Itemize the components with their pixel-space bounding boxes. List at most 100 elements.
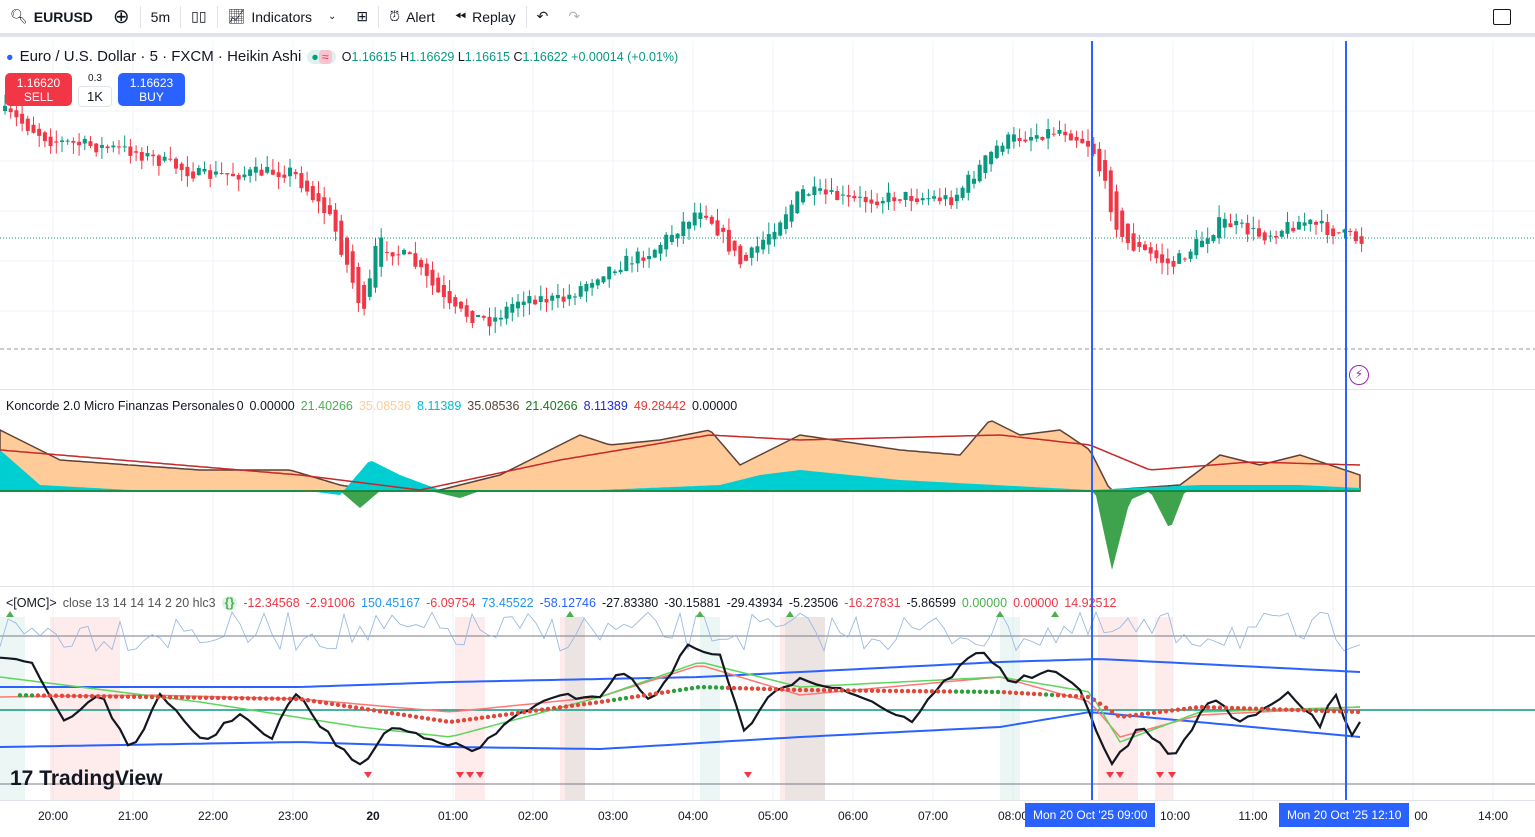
koncorde-legend: Koncorde 2.0 Micro Finanzas Personales 0 …: [6, 399, 737, 413]
omc-dot: [521, 709, 527, 715]
candle: [1051, 133, 1056, 135]
fullscreen-button[interactable]: [1483, 0, 1521, 35]
omc-dot: [545, 706, 551, 712]
indicator-value: -12.34568: [243, 596, 300, 610]
sell-button[interactable]: 1.16620 SELL: [5, 73, 72, 106]
candle: [270, 169, 275, 175]
candle: [1342, 229, 1347, 233]
omc-dot: [1337, 709, 1343, 714]
omc-dot: [671, 688, 677, 694]
omc-dot: [1247, 706, 1253, 711]
market-status-badge[interactable]: ● ≈: [307, 49, 336, 64]
candle: [441, 284, 446, 298]
lightning-icon[interactable]: ⚡︎: [1349, 365, 1369, 385]
omc-dot: [887, 688, 893, 694]
omc-dot: [581, 701, 587, 707]
omc-dot: [71, 693, 77, 699]
price-pane[interactable]: ● Euro / U.S. Dollar · 5 · FXCM · Heikin…: [0, 41, 1535, 388]
omc-pane[interactable]: <[OMC]> close 13 14 14 14 2 20 hlc3 {} -1…: [0, 586, 1535, 801]
candle: [424, 263, 429, 276]
candle: [516, 301, 520, 309]
omc-dot: [197, 695, 203, 700]
trade-panel: 1.16620 SELL 0.3 1K 1.16623 BUY: [5, 73, 185, 107]
candle: [664, 234, 669, 250]
candle: [618, 269, 623, 273]
source-code-icon[interactable]: {}: [221, 596, 238, 610]
candle: [726, 229, 731, 252]
undo-button[interactable]: ↶: [527, 0, 559, 35]
omc-dot: [1211, 705, 1217, 710]
candle: [151, 154, 156, 157]
omc-dot: [899, 688, 905, 694]
candle: [242, 174, 247, 178]
koncorde-signal-line: [0, 434, 1361, 491]
omc-dot: [491, 713, 497, 719]
omc-dot: [713, 685, 719, 690]
chevron-down-icon: ⌄: [328, 11, 337, 22]
replay-button[interactable]: ⏪︎ Replay: [454, 8, 516, 25]
time-axis[interactable]: 14:00 00 11:00 10:00 08:00 07:00 06:00 05:00 04:…: [0, 800, 1535, 830]
omc-dot: [125, 694, 131, 699]
omc-dot: [1265, 706, 1271, 712]
candle: [949, 197, 954, 206]
omc-dot: [677, 687, 683, 693]
interval-button[interactable]: 5m: [150, 8, 171, 25]
candle: [276, 172, 281, 178]
omc-dot: [1049, 692, 1055, 698]
candle: [407, 252, 412, 255]
candle: [219, 173, 224, 175]
candle: [994, 145, 999, 159]
candlestick-chart[interactable]: [0, 41, 1535, 388]
omc-dot: [239, 696, 245, 701]
candle: [789, 204, 794, 222]
quantity[interactable]: 0.3 1K: [78, 73, 112, 107]
candle: [436, 277, 441, 293]
redo-button[interactable]: ↷: [558, 0, 590, 35]
candle: [248, 169, 253, 176]
candle: [1239, 222, 1244, 224]
candle: [464, 305, 469, 317]
omc-dot: [1295, 707, 1301, 713]
layouts-button[interactable]: ⊞: [346, 0, 378, 35]
candle: [749, 247, 754, 258]
omc-dot: [497, 713, 503, 718]
candle: [863, 196, 868, 203]
omc-dot: [905, 688, 911, 694]
omc-dot: [1199, 704, 1205, 710]
chart-type-button[interactable]: ▯▯: [181, 0, 216, 35]
add-symbol-button[interactable]: ⊕: [103, 0, 140, 35]
candle: [356, 267, 361, 303]
candle: [1108, 170, 1113, 213]
omc-dot: [473, 716, 479, 721]
candle: [527, 296, 532, 304]
omc-dot: [407, 713, 413, 719]
symbol-search[interactable]: 🔍︎ EURUSD: [10, 8, 93, 25]
candle: [584, 283, 589, 292]
omc-dot: [821, 688, 827, 693]
buy-button[interactable]: 1.16623 BUY: [118, 73, 185, 106]
koncorde-pane[interactable]: Koncorde 2.0 Micro Finanzas Personales 0 …: [0, 389, 1535, 586]
omc-dot: [419, 715, 425, 720]
candle: [1348, 230, 1353, 232]
candle: [390, 252, 395, 257]
omc-dot: [461, 717, 467, 723]
omc-dot: [1259, 706, 1265, 712]
candle: [1046, 129, 1051, 139]
omc-dot: [953, 689, 959, 694]
omc-dot: [17, 693, 23, 698]
candle: [954, 194, 959, 202]
omc-dot: [413, 714, 419, 719]
candle: [1296, 221, 1301, 230]
indicator-value: -2.91006: [305, 596, 356, 610]
indicator-value: 73.45522: [481, 596, 534, 610]
omc-dot: [179, 695, 185, 700]
indicators-button[interactable]: 📈︎ Indicators ⌄: [227, 8, 337, 25]
candle: [459, 301, 463, 309]
omc-dot: [1205, 705, 1211, 710]
candle: [1182, 258, 1187, 260]
alert-button[interactable]: ⏰︎ Alert: [389, 8, 435, 25]
omc-dot: [29, 693, 35, 698]
omc-dot: [329, 701, 335, 707]
candle: [20, 113, 25, 124]
candle: [977, 164, 982, 182]
